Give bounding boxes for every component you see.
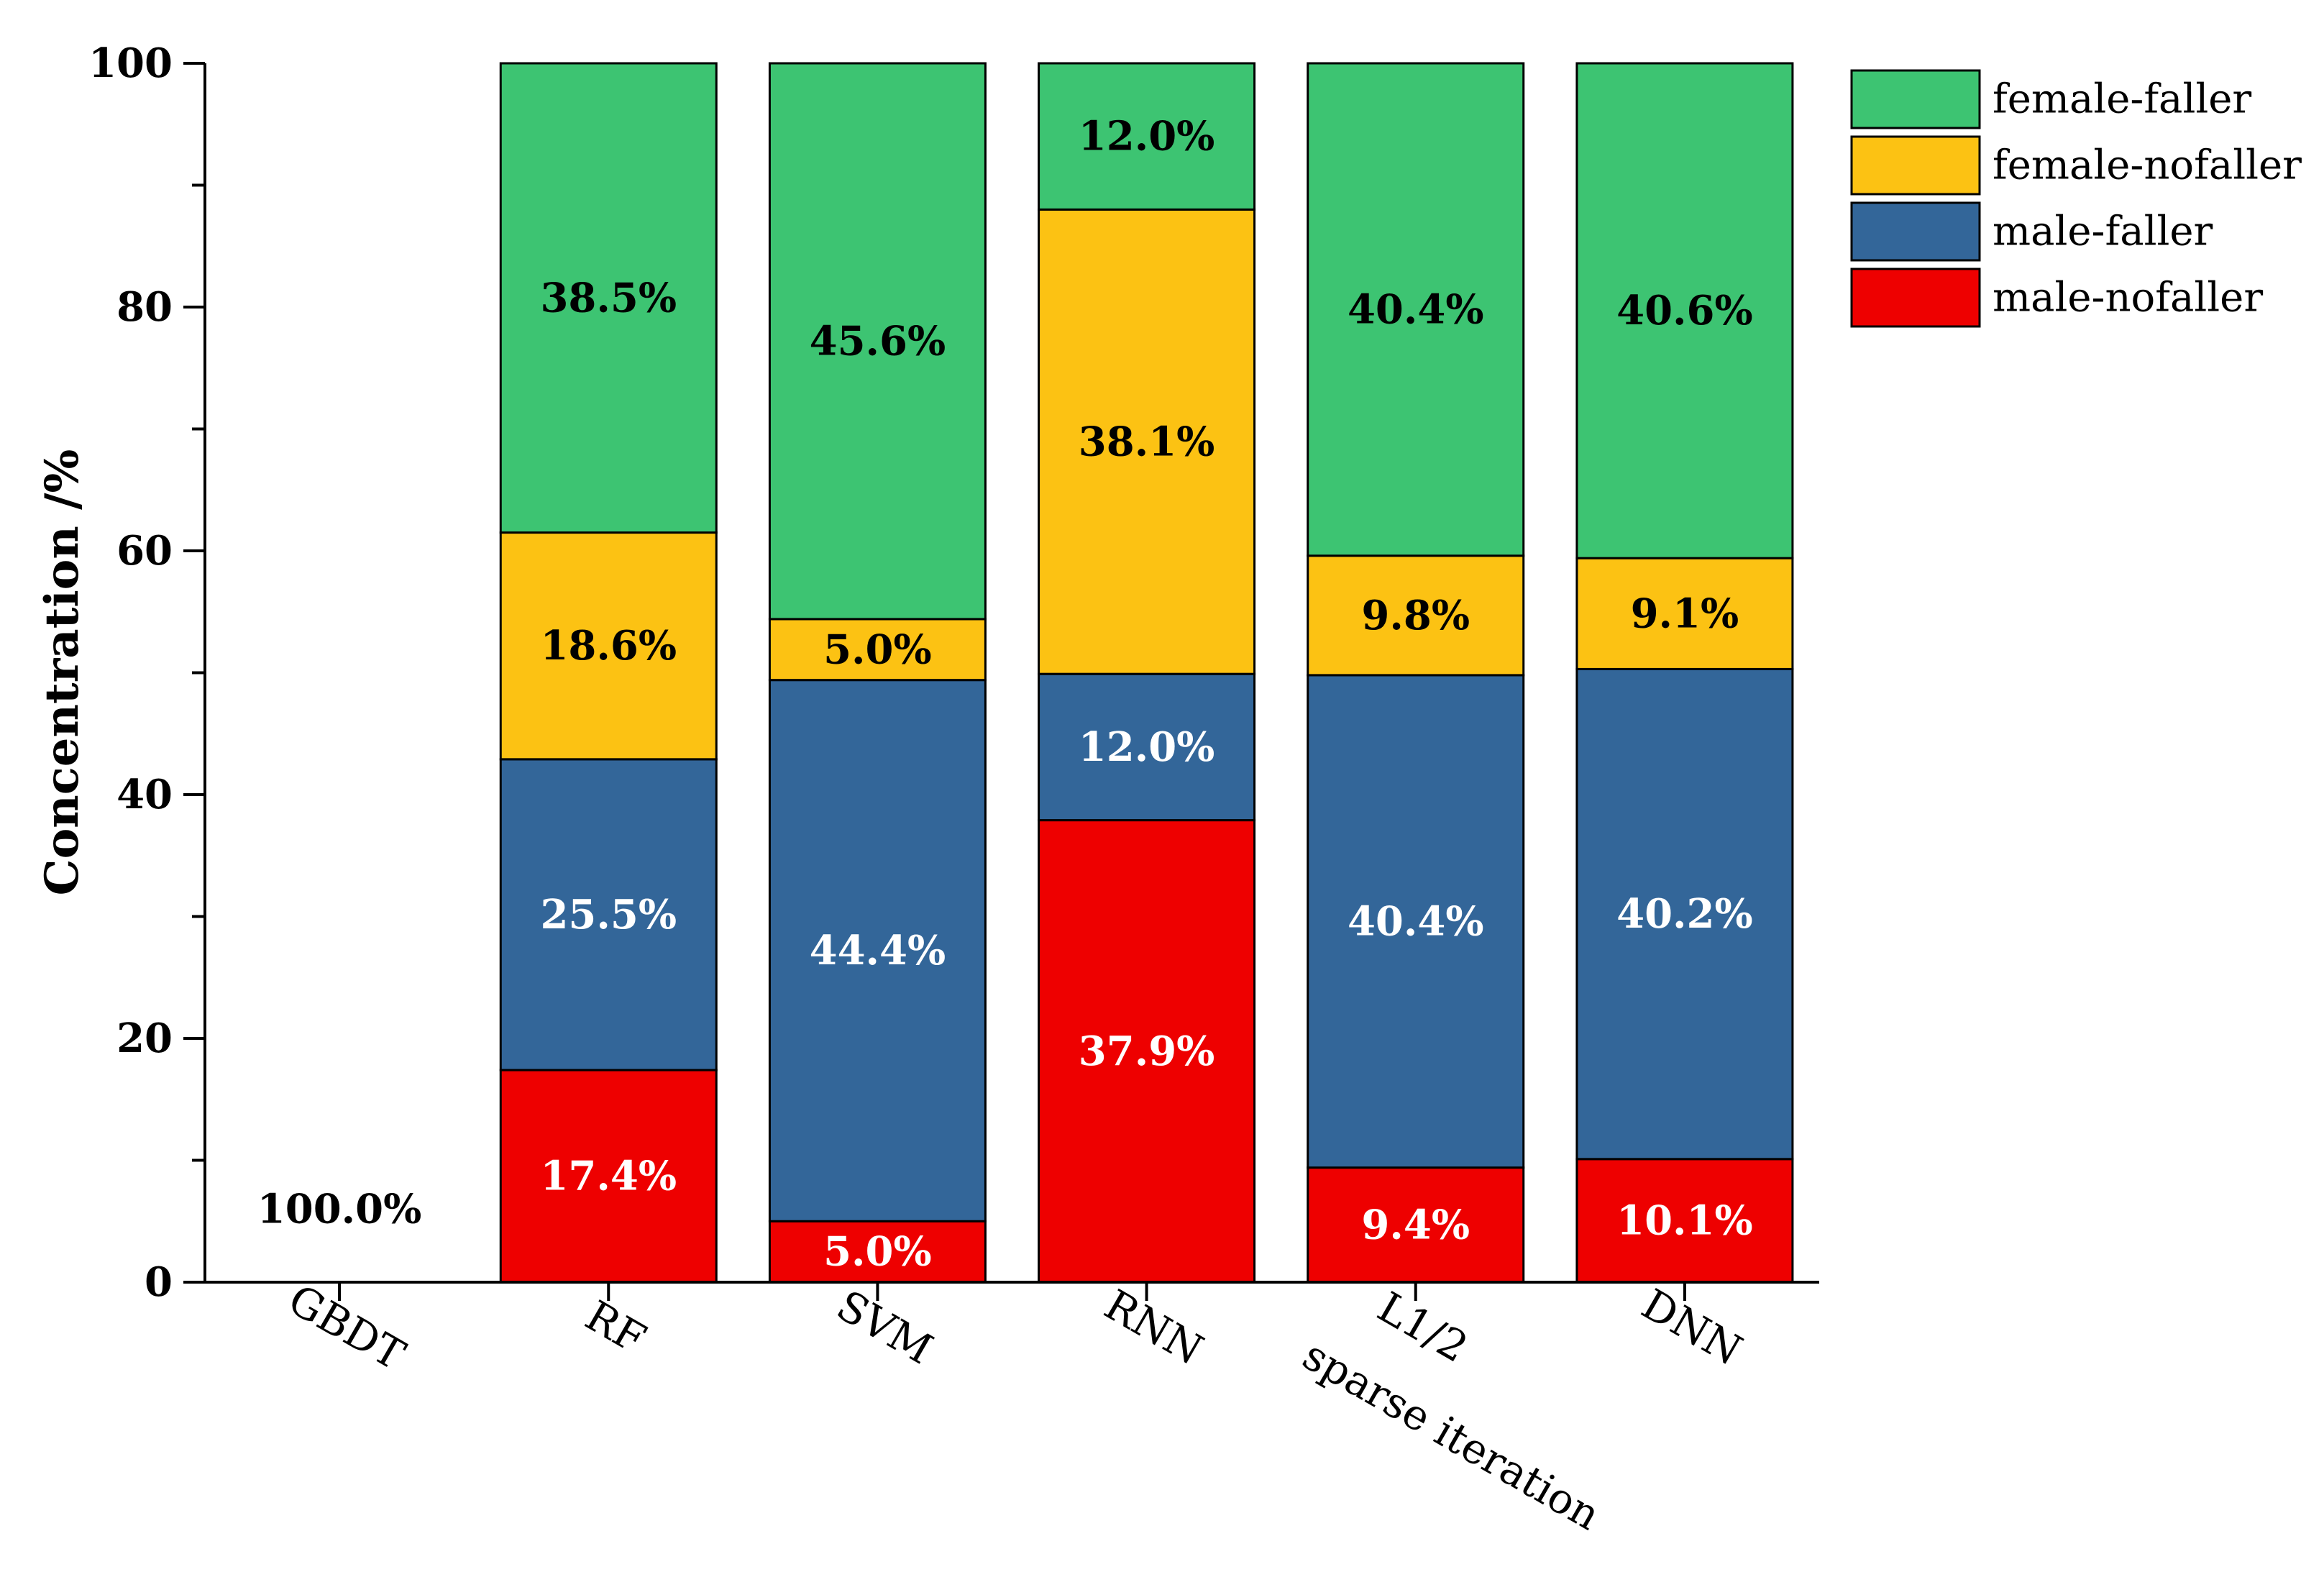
legend-label-male-nofaller: male-nofaller (1993, 275, 2263, 321)
data-label-l1-2-male-faller: 40.4% (1348, 897, 1484, 945)
data-label-rnn-female-faller: 12.0% (1079, 113, 1215, 160)
y-tick-label-40: 40 (116, 771, 173, 818)
bar-svm-male-faller (768, 679, 987, 1222)
bar-rf-male-nofaller (499, 1069, 718, 1284)
data-label-rnn-male-nofaller: 37.9% (1079, 1028, 1215, 1075)
data-label-dnn-female-nofaller: 9.1% (1631, 590, 1739, 637)
x-tick-label-svm: SVM (828, 1281, 941, 1373)
bar-dnn-male-faller (1575, 667, 1794, 1161)
legend: female-faller female-nofaller male-faller m… (1850, 69, 2302, 328)
data-label-l1-2-female-faller: 40.4% (1348, 285, 1484, 333)
legend-swatch-female-faller (1850, 69, 1981, 129)
data-label-rf-male-nofaller: 17.4% (540, 1153, 677, 1200)
bar-rnn-male-faller (1038, 672, 1256, 822)
data-label-svm-female-faller: 45.6% (810, 317, 946, 365)
y-tick-label-20: 20 (116, 1015, 173, 1062)
data-label-rnn-female-nofaller: 38.1% (1079, 418, 1215, 465)
y-tick-label-0: 0 (145, 1258, 173, 1306)
bar-dnn-male-nofaller (1575, 1158, 1794, 1284)
data-label-svm-male-nofaller: 5.0% (823, 1228, 932, 1276)
bars-layer (499, 62, 1794, 1284)
x-tick-label-l1-2: L1/2 (1370, 1282, 1476, 1372)
data-label-l1-2-male-nofaller: 9.4% (1361, 1201, 1470, 1248)
bar-rnn-female-nofaller (1038, 208, 1256, 675)
legend-label-male-faller: male-faller (1993, 209, 2213, 255)
data-label-dnn-male-faller: 40.2% (1616, 890, 1753, 938)
data-label-dnn-female-faller: 40.6% (1616, 287, 1753, 334)
bar-svm-female-nofaller (768, 618, 987, 682)
x-tick-label-dnn: DNN (1634, 1279, 1750, 1375)
legend-swatch-male-nofaller (1850, 268, 1981, 328)
data-label-rnn-male-faller: 12.0% (1079, 723, 1215, 771)
bar-dnn-female-faller (1575, 62, 1794, 559)
data-label-rf-female-nofaller: 18.6% (540, 622, 677, 669)
data-label-svm-female-nofaller: 5.0% (823, 626, 932, 673)
bar-svm-female-faller (768, 62, 987, 621)
data-label-dnn-male-nofaller: 10.1% (1616, 1197, 1753, 1244)
legend-swatch-male-faller (1850, 201, 1981, 262)
legend-label-female-nofaller: female-nofaller (1993, 142, 2302, 189)
data-label-rf-male-faller: 25.5% (540, 891, 677, 938)
data-label-rf-female-faller: 38.5% (540, 274, 677, 321)
bar-rf-female-faller (499, 62, 718, 534)
y-axis-title: Concentration /% (35, 449, 89, 896)
y-tick-label-80: 80 (116, 283, 173, 331)
data-label-svm-male-faller: 44.4% (810, 927, 946, 974)
bar-l1-2-female-nofaller (1307, 554, 1525, 677)
x-tick-label-rf: RF (577, 1291, 654, 1363)
x-tick-label-rnn: RNN (1097, 1280, 1212, 1374)
y-tick-label-100: 100 (88, 40, 173, 87)
x-tick-label-gbdt: GBDT (280, 1275, 413, 1380)
data-label-gbdt-total: 100.0% (257, 1185, 422, 1233)
y-tick-label-60: 60 (116, 527, 173, 575)
data-label-l1-2-female-nofaller: 9.8% (1361, 592, 1470, 639)
bar-dnn-female-nofaller (1575, 557, 1794, 670)
legend-label-female-faller: female-faller (1993, 76, 2251, 123)
bar-l1-2-female-faller (1307, 62, 1525, 557)
legend-swatch-female-nofaller (1850, 135, 1981, 196)
bar-rf-male-faller (499, 758, 718, 1071)
segment-labels-layer: 100.0% 17.4% 25.5% 18.6% 38.5% 5.0% 44.4% 5.0% 4… (257, 113, 1753, 1276)
bar-rnn-female-faller (1038, 62, 1256, 211)
